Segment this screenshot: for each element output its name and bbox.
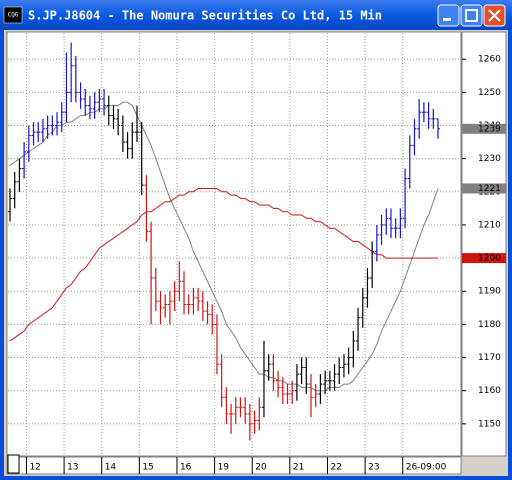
x-tick-label: 19 <box>218 463 230 473</box>
price-tag-label: 1221 <box>478 184 501 194</box>
app-icon-label: CQG <box>8 12 19 19</box>
moving-average <box>9 188 438 342</box>
y-tick-label: 1230 <box>478 154 501 164</box>
minimize-button[interactable] <box>437 4 460 27</box>
x-tick-label: 15 <box>142 463 153 473</box>
y-tick-label: 1210 <box>478 220 501 230</box>
x-tick-label: 16 <box>180 463 192 473</box>
plot: 1150116011701180119012001210122012301240… <box>8 33 506 474</box>
y-tick-label: 1160 <box>478 386 501 396</box>
x-tick-label: 13 <box>67 463 78 473</box>
maximize-button[interactable] <box>460 4 483 27</box>
x-tick-label: 21 <box>293 463 304 473</box>
price-tag <box>462 253 506 264</box>
y-tick-label: 1170 <box>478 353 501 363</box>
window-title: S.JP.J8604 - The Nomura Securities Co Lt… <box>28 9 382 23</box>
price-tag-label: 1239 <box>478 124 501 134</box>
x-tick-label: 12 <box>29 463 40 473</box>
app-icon <box>3 6 23 24</box>
moving-average <box>9 101 439 392</box>
y-tick-label: 1190 <box>478 287 501 297</box>
price-tag <box>462 183 506 194</box>
close-button[interactable] <box>483 4 506 27</box>
y-tick-label: 1260 <box>478 55 501 65</box>
corner-box <box>7 454 20 474</box>
price-tag <box>462 123 506 134</box>
time-axis-panel <box>6 456 462 475</box>
price-axis-panel <box>461 31 507 457</box>
title-bar <box>0 0 512 30</box>
y-tick-label: 1180 <box>478 320 501 330</box>
plot-area <box>6 31 462 457</box>
x-tick-label: 22 <box>330 463 341 473</box>
x-tick-label: 23 <box>368 463 379 473</box>
x-tick-label: 14 <box>105 463 117 473</box>
y-tick-label: 1250 <box>478 88 501 98</box>
x-tick-label: 20 <box>255 463 267 473</box>
price-tag-label: 1200 <box>478 254 501 264</box>
y-tick-label: 1150 <box>478 419 501 429</box>
x-tick-label: 26-09:00 <box>406 463 447 473</box>
